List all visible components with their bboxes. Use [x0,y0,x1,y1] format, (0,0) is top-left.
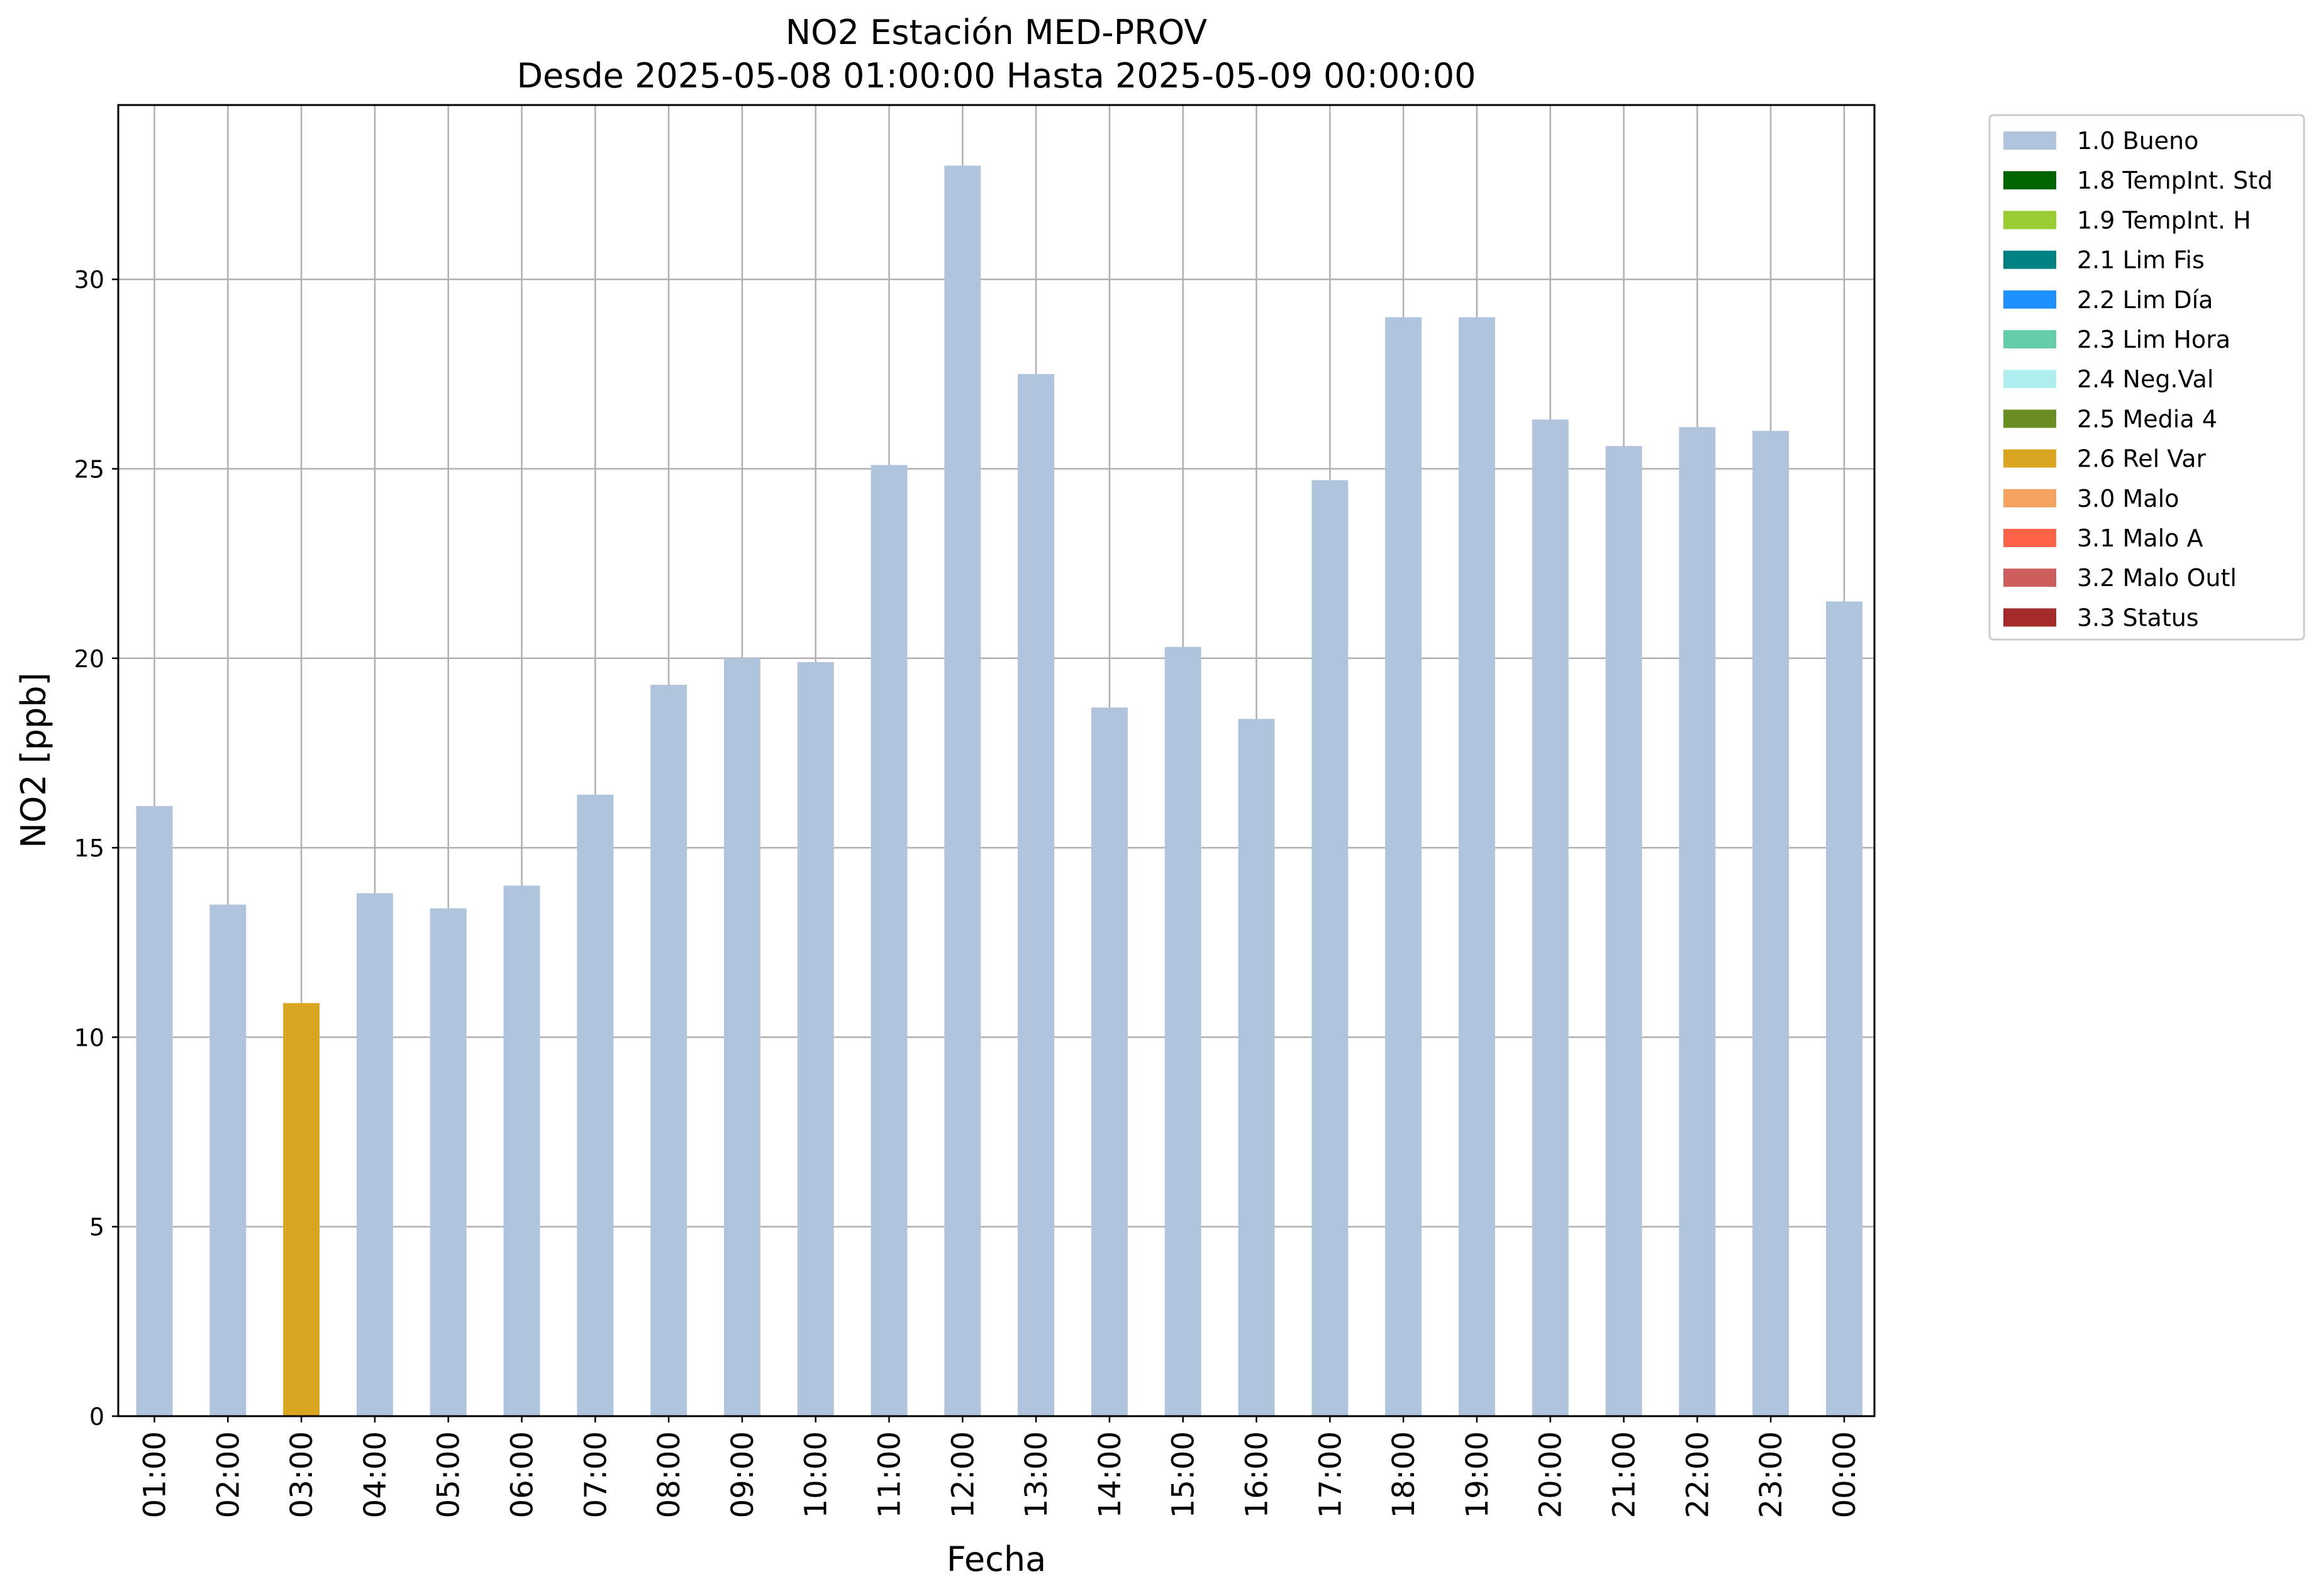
bar [944,165,981,1416]
legend-label: 3.3 Status [2077,604,2199,631]
legend-label: 3.2 Malo Outl [2077,564,2237,592]
bar [356,893,393,1416]
legend-swatch [2003,211,2056,230]
legend-label: 3.1 Malo A [2077,524,2203,552]
y-tick-label: 25 [74,455,104,483]
x-tick-label: 18:00 [1386,1431,1422,1518]
legend-swatch [2003,290,2056,309]
x-tick-label: 01:00 [138,1431,173,1518]
x-tick-label: 19:00 [1460,1431,1495,1518]
chart-title: NO2 Estación MED-PROV [786,13,1207,52]
x-tick-label: 06:00 [505,1431,540,1518]
bar [1679,427,1716,1417]
legend-swatch [2003,568,2056,587]
legend-label: 2.1 Lim Fis [2077,247,2205,274]
legend-label: 1.0 Bueno [2077,127,2198,155]
x-tick-label: 00:00 [1827,1431,1862,1518]
bar [1752,431,1790,1416]
legend-label: 1.8 TempInt. Std [2077,167,2273,194]
legend-swatch [2003,489,2056,507]
x-tick-label: 20:00 [1534,1431,1569,1518]
y-axis-label: NO2 [ppb] [14,672,53,848]
x-tick-label: 04:00 [358,1431,393,1518]
bar [797,662,834,1416]
legend-label: 1.9 TempInt. H [2077,206,2251,234]
bar [1238,719,1275,1416]
y-tick-label: 5 [89,1214,104,1241]
legend-swatch [2003,409,2056,428]
legend-swatch [2003,608,2056,627]
y-tick-label: 0 [89,1403,104,1431]
legend-label: 2.5 Media 4 [2077,405,2217,433]
bar [430,908,467,1416]
legend-frame [1988,114,2305,641]
x-tick-label: 11:00 [872,1431,908,1518]
x-tick-label: 13:00 [1019,1431,1054,1518]
x-tick-label: 14:00 [1093,1431,1128,1518]
bar [1532,419,1569,1416]
legend-swatch [2003,131,2056,150]
legend-swatch [2003,171,2056,190]
bar [1018,374,1055,1416]
x-tick-label: 22:00 [1680,1431,1715,1518]
x-tick-label: 16:00 [1240,1431,1275,1518]
bar [871,465,908,1416]
x-tick-label: 08:00 [652,1431,687,1518]
legend-label: 2.6 Rel Var [2077,445,2207,473]
bar [1164,646,1201,1416]
legend: 1.0 Bueno 1.8 TempInt. Std 1.9 TempInt. H 2… [1988,114,2305,641]
x-tick-label: 03:00 [284,1431,320,1518]
chart-subtitle: Desde 2025-05-08 01:00:00 Hasta 2025-05-… [516,56,1476,96]
legend-swatch [2003,370,2056,389]
x-tick-label: 07:00 [578,1431,613,1518]
x-tick-label: 17:00 [1313,1431,1348,1518]
bar [283,1003,320,1416]
x-tick-label: 02:00 [211,1431,246,1518]
legend-label: 2.4 Neg.Val [2077,365,2213,393]
legend-swatch [2003,529,2056,547]
x-tick-label: 09:00 [725,1431,760,1518]
bar [1825,601,1862,1417]
bar [1458,317,1495,1416]
y-tick-label: 10 [74,1024,104,1051]
y-tick-label: 30 [74,266,104,294]
x-tick-label: 12:00 [945,1431,981,1518]
legend-swatch [2003,330,2056,348]
bar [1605,446,1642,1416]
bar [136,806,173,1416]
bar [1385,317,1422,1416]
bar [650,684,688,1416]
plot-frame [117,104,1876,1417]
bar [1091,707,1128,1416]
legend-label: 2.3 Lim Hora [2077,326,2230,353]
y-tick-label: 15 [74,834,104,862]
bar [577,794,614,1416]
bar [1311,480,1349,1416]
bar [209,904,247,1416]
bar [723,658,760,1416]
bar [503,885,540,1416]
legend-label: 2.2 Lim Día [2077,286,2213,314]
legend-swatch [2003,449,2056,468]
legend-swatch [2003,250,2056,269]
x-tick-label: 23:00 [1754,1431,1789,1518]
legend-label: 3.0 Malo [2077,485,2179,513]
x-axis-label: Fecha [947,1539,1046,1579]
x-tick-label: 15:00 [1166,1431,1201,1518]
y-tick-label: 20 [74,645,104,673]
x-tick-label: 05:00 [431,1431,467,1518]
x-tick-label: 21:00 [1607,1431,1642,1518]
x-tick-label: 10:00 [799,1431,834,1518]
